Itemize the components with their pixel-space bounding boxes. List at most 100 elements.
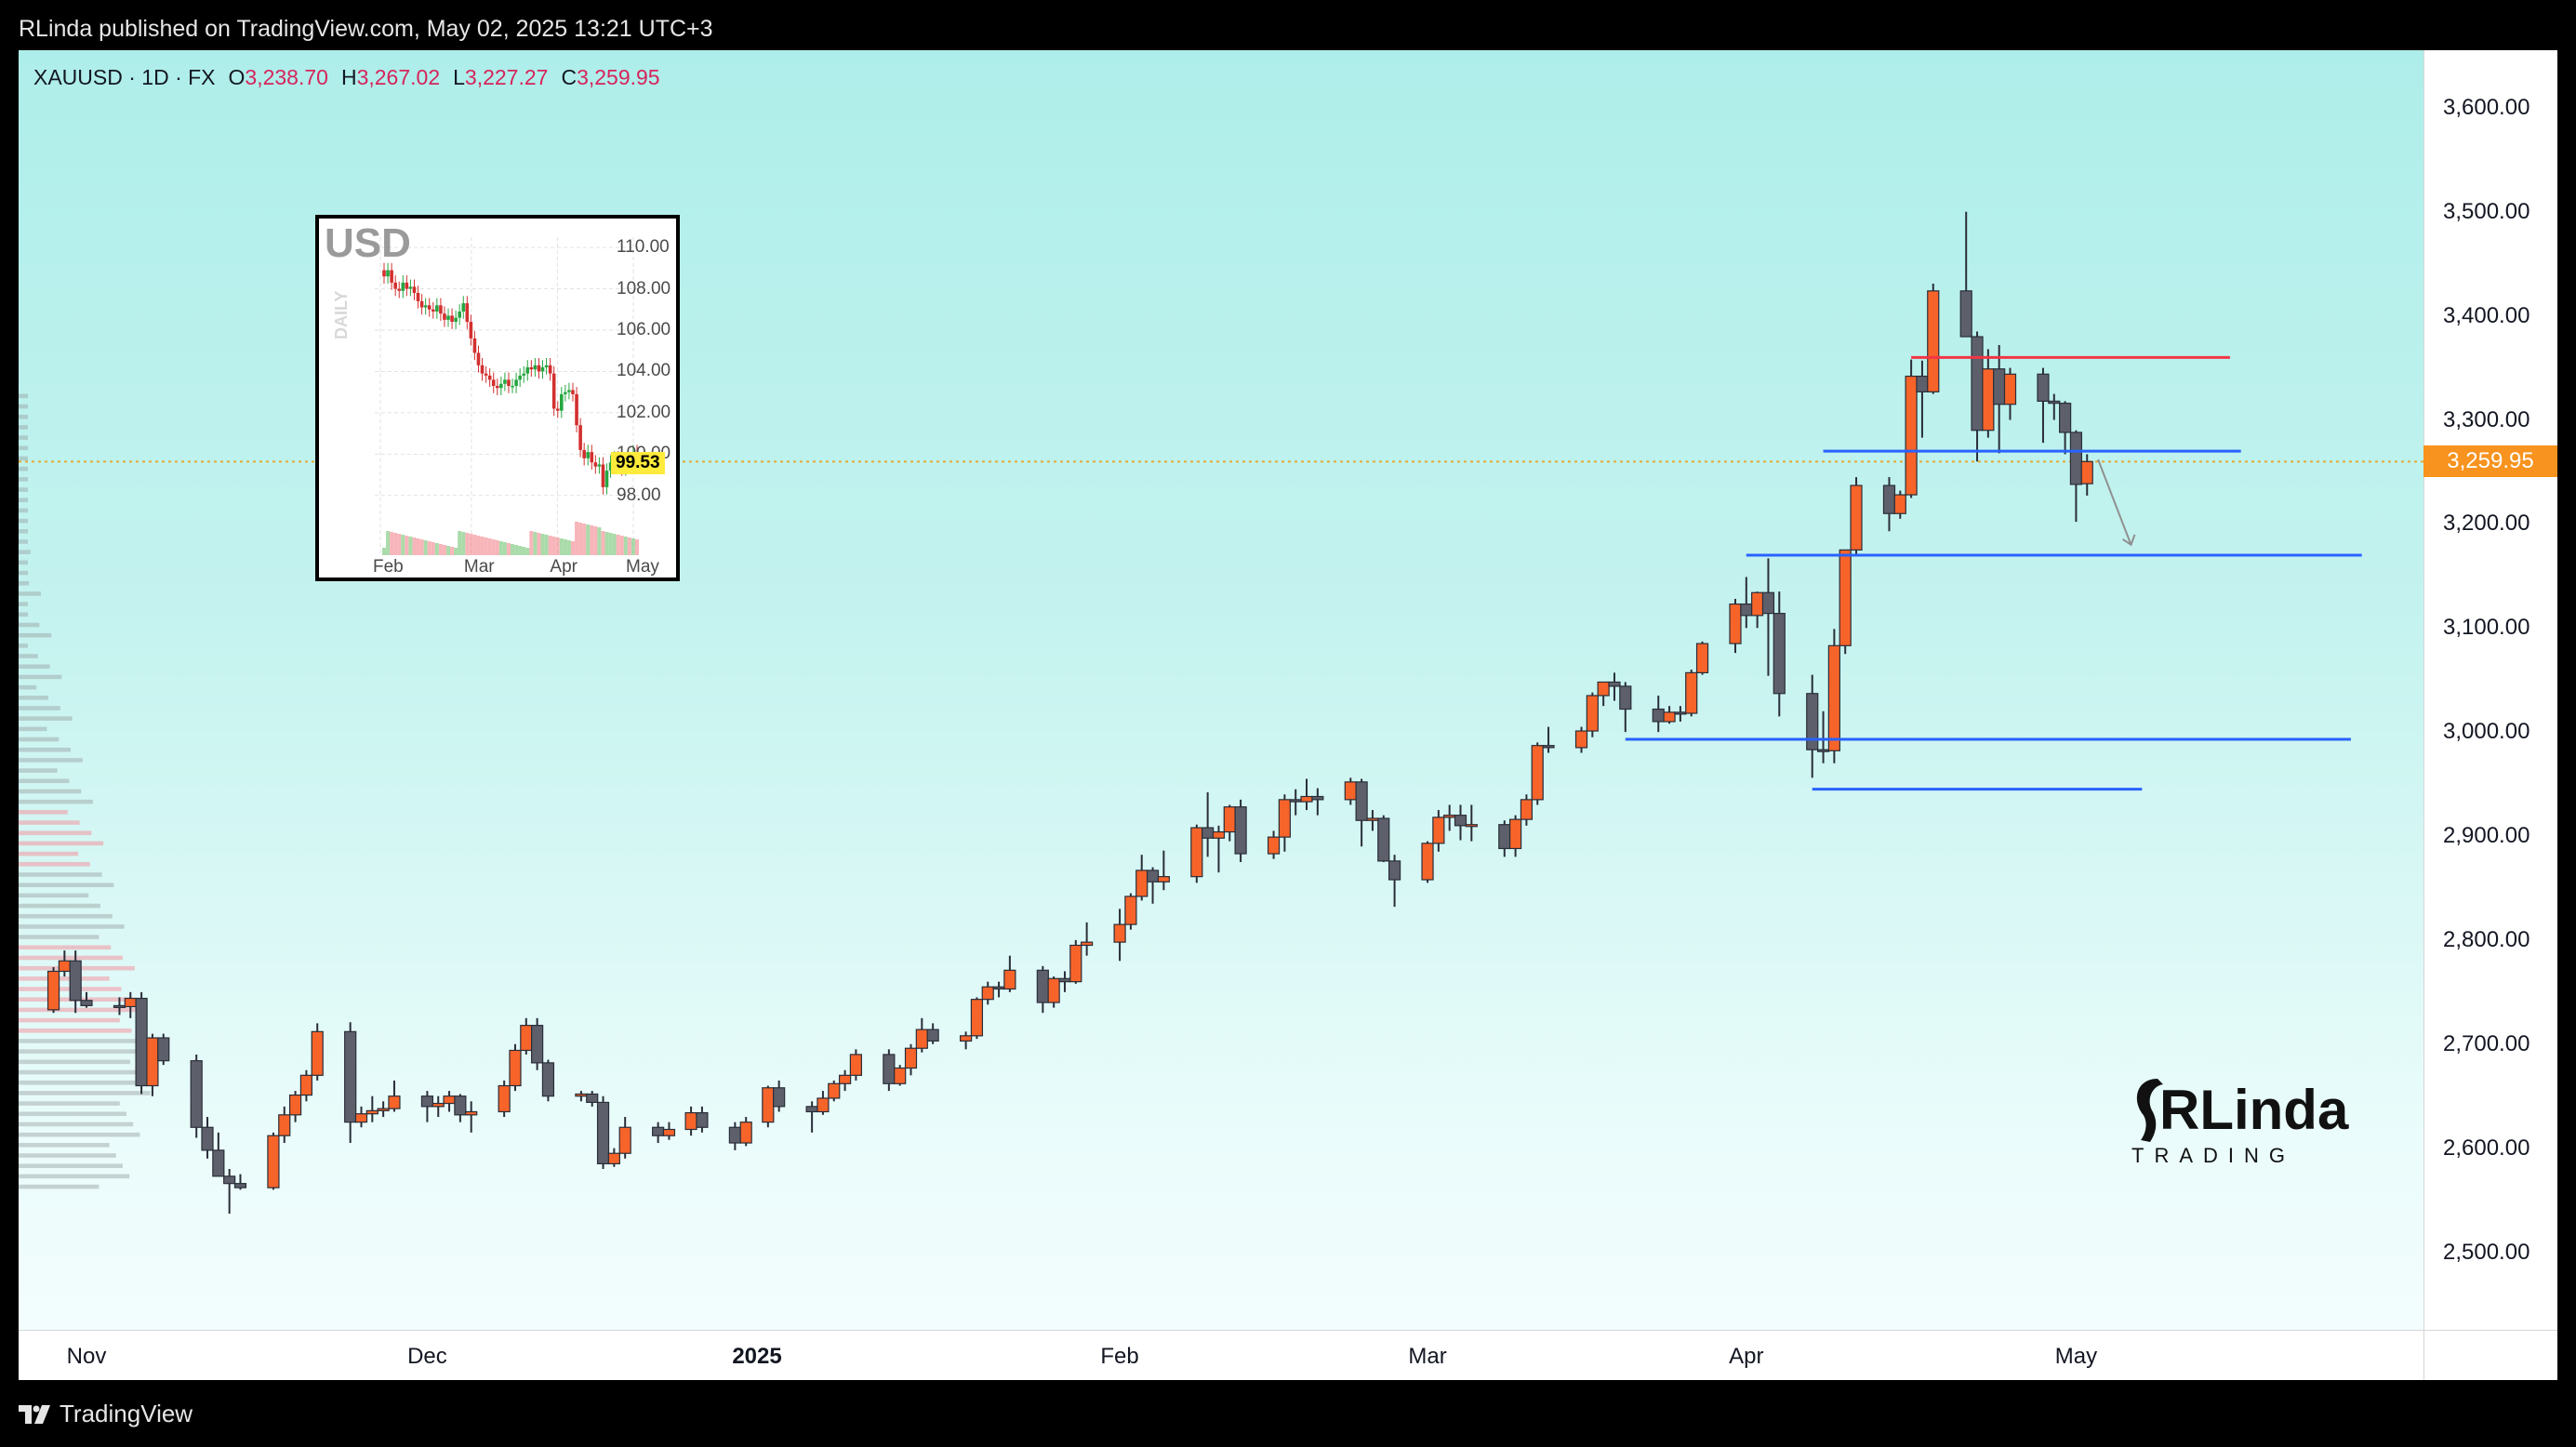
inset-candle-body <box>382 270 386 277</box>
candle <box>1454 804 1467 841</box>
price-scale[interactable]: 2,500.00 2,600.00 2,700.00 2,800.00 2,900.00… <box>2423 50 2557 1330</box>
inset-price-tick: 104.00 <box>617 361 671 381</box>
footer-bar: TradingView <box>0 1380 2576 1447</box>
candle <box>278 1106 291 1144</box>
inset-volume-bar <box>575 522 579 555</box>
svg-text:TRADING: TRADING <box>2131 1144 2295 1167</box>
volume-profile-bar <box>19 435 28 440</box>
candle-body <box>2069 431 2083 485</box>
main-plot-area[interactable]: XAUUSD · 1D · FX O3,238.70 H3,267.02 L3,227… <box>19 50 2423 1330</box>
inset-candle <box>608 455 613 478</box>
inset-volume-bar <box>590 525 594 555</box>
inset-candle-body <box>590 452 594 463</box>
inset-candle-body <box>461 303 466 312</box>
volume-profile-bar <box>19 1007 145 1013</box>
symbol-label[interactable]: XAUUSD · 1D · FX <box>33 65 216 89</box>
inset-candle-body <box>537 365 541 372</box>
candle <box>883 1049 896 1092</box>
inset-candle-body <box>431 309 435 312</box>
inset-volume-bar <box>635 539 639 555</box>
inset-volume-bar <box>511 544 515 555</box>
volume-profile-bar <box>19 487 28 492</box>
candle-body <box>817 1097 830 1113</box>
tradingview-brand[interactable]: TradingView <box>19 1400 193 1428</box>
inset-candle-body <box>412 286 417 293</box>
inset-title: USD <box>325 220 411 266</box>
candle <box>420 1091 434 1122</box>
inset-candle-body <box>514 379 518 386</box>
candle-body <box>970 999 984 1037</box>
candle <box>1157 850 1170 891</box>
volume-profile-bar <box>19 820 80 825</box>
volume-profile-bar <box>19 976 110 981</box>
candle-body <box>1388 860 1401 881</box>
candle-body <box>190 1060 203 1128</box>
candle <box>1047 976 1060 1008</box>
inset-candle-body <box>472 338 477 353</box>
candle <box>288 1091 302 1122</box>
candle-body <box>575 1093 588 1097</box>
price-tick: 3,200.00 <box>2443 511 2530 537</box>
candle <box>531 1017 544 1070</box>
inset-candle <box>525 360 530 381</box>
candle <box>2069 430 2083 523</box>
inset-candle-body <box>458 312 461 318</box>
volume-profile-bar <box>19 498 28 503</box>
candle <box>1300 778 1313 811</box>
candle <box>1223 804 1236 842</box>
candle-body <box>420 1095 434 1108</box>
inset-candle-body <box>390 270 393 283</box>
inset-price-tick: 110.00 <box>617 237 670 258</box>
inset-candle-body <box>503 379 507 384</box>
volume-profile-bar <box>19 758 83 763</box>
candle <box>1234 799 1247 862</box>
candle-body <box>157 1037 170 1062</box>
inset-volume-bar <box>604 532 609 555</box>
candle <box>1542 726 1555 753</box>
volume-profile-bar <box>19 778 70 784</box>
candle <box>124 991 137 1018</box>
inset-candle <box>484 365 488 383</box>
candle-body <box>1223 806 1236 833</box>
volume-profile-bar <box>19 550 31 554</box>
volume-profile-bar <box>19 955 123 961</box>
candle-body <box>113 1004 126 1008</box>
candle <box>1202 792 1215 857</box>
publish-bar: RLinda published on TradingView.com, May… <box>0 0 2576 50</box>
inset-candle-body <box>604 471 609 487</box>
time-scale[interactable]: Nov Dec 2025 Feb Mar Apr May <box>19 1330 2423 1380</box>
candle-body <box>1267 836 1281 855</box>
candle <box>1278 794 1291 852</box>
inset-volume-bar <box>472 535 477 555</box>
candle <box>1421 841 1434 883</box>
candle-body <box>1827 644 1840 751</box>
candle <box>1751 591 1764 629</box>
candle <box>1959 211 1972 338</box>
candle <box>828 1080 841 1102</box>
candle-body <box>124 997 137 1008</box>
candle <box>1135 855 1149 901</box>
candle-body <box>805 1106 818 1113</box>
candle-body <box>696 1111 709 1128</box>
candle <box>1311 788 1324 816</box>
inset-candle-body <box>601 464 605 487</box>
inset-volume-bar <box>533 532 538 555</box>
price-tick: 3,100.00 <box>2443 615 2530 641</box>
candle-body <box>69 960 82 1002</box>
inset-candle-body <box>446 315 450 320</box>
open-label: O <box>228 65 246 89</box>
candle-body <box>1695 643 1709 673</box>
candle <box>1508 815 1522 857</box>
inset-volume-bar <box>514 545 519 555</box>
inset-price-tick: 98.00 <box>617 485 661 505</box>
inset-candle-body <box>525 367 530 374</box>
candle <box>46 966 60 1014</box>
volume-profile-bar <box>19 706 60 710</box>
inset-volume-bar <box>405 536 409 555</box>
inset-daily-label: DAILY <box>332 290 351 339</box>
inset-candle <box>511 378 514 393</box>
inset-candle <box>435 298 439 319</box>
candle <box>739 1117 752 1147</box>
candle <box>454 1094 467 1122</box>
candle <box>773 1080 786 1112</box>
